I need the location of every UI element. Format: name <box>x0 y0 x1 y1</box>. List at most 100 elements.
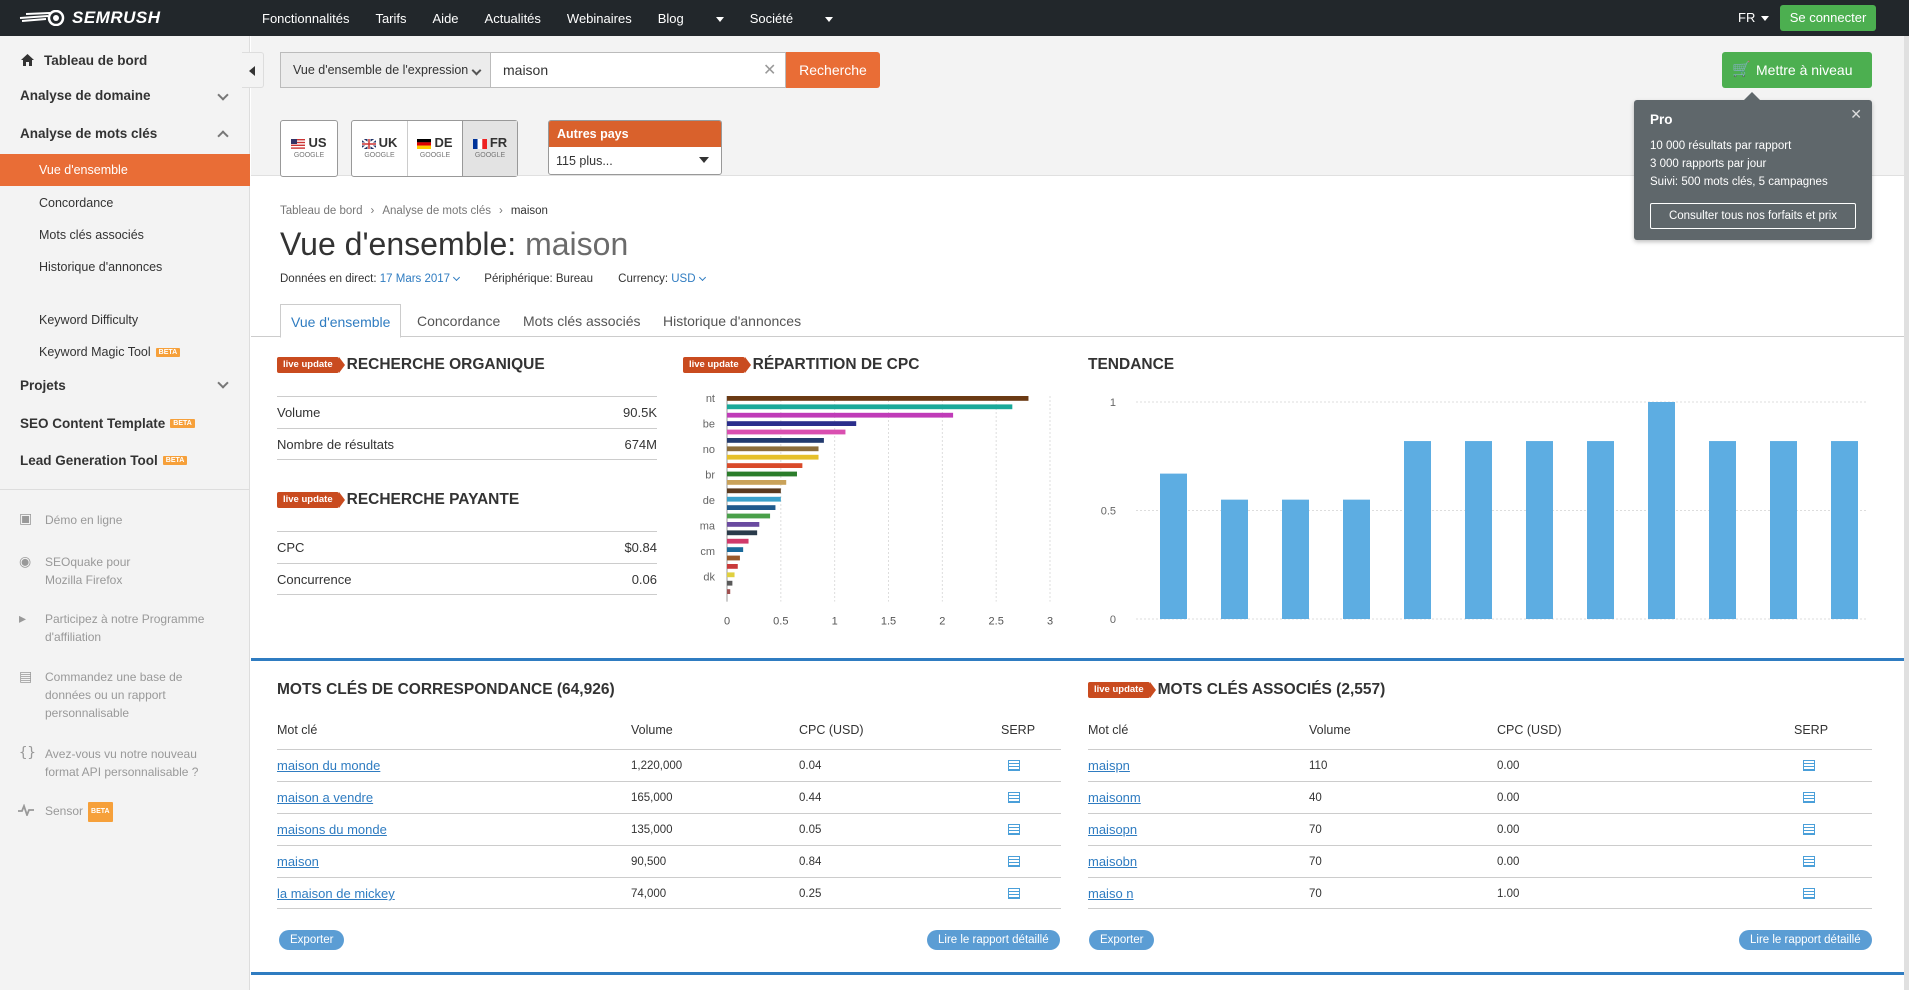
serp-icon[interactable] <box>1008 824 1020 835</box>
search-type-select[interactable]: Vue d'ensemble de l'expression <box>280 52 491 88</box>
sidebar-link-sensor[interactable]: Sensor BETA <box>45 802 113 822</box>
tab-related[interactable]: Mots clés associés <box>523 313 641 329</box>
scrollbar[interactable] <box>1904 36 1909 990</box>
keyword-link[interactable]: maiso n <box>1088 886 1134 901</box>
currency-label: Currency: <box>618 273 669 285</box>
sidebar-link-demo[interactable]: Démo en ligne <box>45 513 123 527</box>
sidebar-collapse-button[interactable] <box>242 52 264 88</box>
breadcrumb-dashboard[interactable]: Tableau de bord <box>280 205 363 217</box>
nav-blog-label: Blog <box>657 10 684 26</box>
database-fr-button[interactable]: FR GOOGLE <box>462 121 517 176</box>
upgrade-button[interactable]: 🛒 Mettre à niveau <box>1722 52 1872 88</box>
cpc-bar <box>727 463 803 468</box>
keyword-link[interactable]: maisonm <box>1088 790 1141 805</box>
title-prefix: Vue d'ensemble: <box>280 226 517 262</box>
nav-news[interactable]: Actualités <box>484 10 541 26</box>
chevron-up-icon[interactable] <box>217 130 229 142</box>
sidebar-item-dashboard[interactable]: Tableau de bord <box>20 48 147 72</box>
tooltip-title: Pro <box>1650 112 1673 127</box>
serp-icon[interactable] <box>1008 888 1020 899</box>
page-title: Vue d'ensemble: maison <box>280 226 628 263</box>
search-button[interactable]: Recherche <box>786 52 880 88</box>
tooltip-line: 3 000 rapports par jour <box>1650 158 1767 170</box>
sidebar-item-overview[interactable]: Vue d'ensemble <box>0 154 250 186</box>
serp-icon[interactable] <box>1803 888 1815 899</box>
nav-webinars[interactable]: Webinaires <box>566 10 632 26</box>
serp-icon[interactable] <box>1008 856 1020 867</box>
export-button[interactable]: Exporter <box>1089 930 1155 950</box>
x-tick-label: 2.5 <box>989 616 1004 628</box>
monitor-icon: ▣ <box>19 510 33 526</box>
tab-concordance[interactable]: Concordance <box>417 313 501 329</box>
serp-icon[interactable] <box>1803 856 1815 867</box>
sensor-label: Sensor <box>45 804 84 819</box>
sidebar-item-projects[interactable]: Projets <box>20 373 66 397</box>
nav-features[interactable]: Fonctionnalités <box>262 10 350 26</box>
sidebar-item-lead-gen[interactable]: Lead Generation Tool BETA <box>20 448 188 472</box>
serp-icon[interactable] <box>1008 792 1020 803</box>
sidebar-link-api[interactable]: Avez-vous vu notre nouveau format API pe… <box>45 747 199 779</box>
keyword-link[interactable]: maison <box>277 854 319 869</box>
cpc-bar <box>727 547 744 552</box>
sidebar-item-related[interactable]: Mots clés associés <box>39 228 144 242</box>
sidebar-item-ads-history[interactable]: Historique d'annonces <box>39 260 163 274</box>
y-category-label: cm <box>700 546 715 558</box>
live-update-badge: live update <box>1088 681 1156 698</box>
semrush-logo[interactable]: SEMRUSH <box>18 8 161 28</box>
serp-icon[interactable] <box>1803 824 1815 835</box>
sidebar-item-concordance[interactable]: Concordance <box>39 196 114 210</box>
sidebar-item-keyword-magic[interactable]: Keyword Magic Tool BETA <box>39 345 181 359</box>
login-button[interactable]: Se connecter <box>1780 5 1876 31</box>
y-tick-label: 1 <box>1110 397 1116 409</box>
sidebar-link-custom-db[interactable]: Commandez une base de données ou un rapp… <box>45 670 183 720</box>
view-plans-button[interactable]: Consulter tous nos forfaits et prix <box>1650 203 1856 229</box>
export-button[interactable]: Exporter <box>279 930 345 950</box>
chevron-down-icon[interactable] <box>217 377 229 389</box>
sidebar-item-domain-analysis[interactable]: Analyse de domaine <box>20 83 230 107</box>
close-icon[interactable]: ✕ <box>1850 106 1862 122</box>
cpc-distribution-title: live update RÉPARTITION DE CPC <box>683 356 919 374</box>
other-countries-select[interactable]: Autres pays 115 plus... <box>548 120 722 175</box>
clear-icon[interactable]: ✕ <box>763 62 777 79</box>
sidebar-item-keyword-analysis[interactable]: Analyse de mots clés <box>20 121 157 145</box>
nav-blog[interactable]: Blog <box>658 11 724 26</box>
nav-pricing[interactable]: Tarifs <box>375 10 407 26</box>
upgrade-label: Mettre à niveau <box>1756 62 1853 78</box>
organic-title-text: RECHERCHE ORGANIQUE <box>346 356 545 373</box>
serp-icon[interactable] <box>1803 792 1815 803</box>
keyword-link[interactable]: maison a vendre <box>277 790 374 805</box>
megaphone-icon: ▸ <box>19 610 27 626</box>
currency-selector[interactable]: USD <box>671 273 706 285</box>
nav-company[interactable]: Société <box>750 11 834 26</box>
date-selector[interactable]: 17 Mars 2017 <box>380 273 461 285</box>
tab-ads-history[interactable]: Historique d'annonces <box>663 313 802 329</box>
keyword-link[interactable]: la maison de mickey <box>277 886 395 901</box>
database-uk-button[interactable]: UK GOOGLE <box>352 121 407 176</box>
keyword-link[interactable]: maisobn <box>1088 854 1138 869</box>
language-selector[interactable]: FR <box>1738 10 1770 25</box>
nav-help[interactable]: Aide <box>432 10 459 26</box>
sidebar-link-seoquake[interactable]: SEOquake pour Mozilla Firefox <box>45 555 131 587</box>
keyword-link[interactable]: maisons du monde <box>277 822 387 837</box>
serp-icon[interactable] <box>1008 760 1020 771</box>
keyword-link[interactable]: maisopn <box>1088 822 1138 837</box>
volume-value: 165,000 <box>631 792 673 804</box>
cpc-bar <box>727 538 749 544</box>
sidebar-item-seo-template[interactable]: SEO Content Template BETA <box>20 411 195 435</box>
beta-badge: BETA <box>88 802 113 822</box>
sidebar-link-affiliate[interactable]: Participez à notre Programme d'affiliati… <box>45 612 205 644</box>
breadcrumb-keyword-analysis[interactable]: Analyse de mots clés <box>382 205 491 217</box>
search-input[interactable]: maison <box>491 52 786 88</box>
full-report-button[interactable]: Lire le rapport détaillé <box>1739 930 1872 950</box>
database-de-button[interactable]: DE GOOGLE <box>407 121 462 176</box>
keyword-link[interactable]: maison du monde <box>277 758 381 773</box>
sidebar-item-keyword-difficulty[interactable]: Keyword Difficulty <box>39 313 139 327</box>
tab-overview[interactable]: Vue d'ensemble <box>280 304 402 338</box>
serp-icon[interactable] <box>1803 760 1815 771</box>
cpc-title-text: RÉPARTITION DE CPC <box>752 356 920 373</box>
keyword-link[interactable]: maispn <box>1088 758 1130 773</box>
full-report-button[interactable]: Lire le rapport détaillé <box>927 930 1060 950</box>
database-us-button[interactable]: US GOOGLE <box>280 120 338 177</box>
col-serp: SERP <box>1001 723 1036 737</box>
trend-bar <box>1282 499 1309 619</box>
